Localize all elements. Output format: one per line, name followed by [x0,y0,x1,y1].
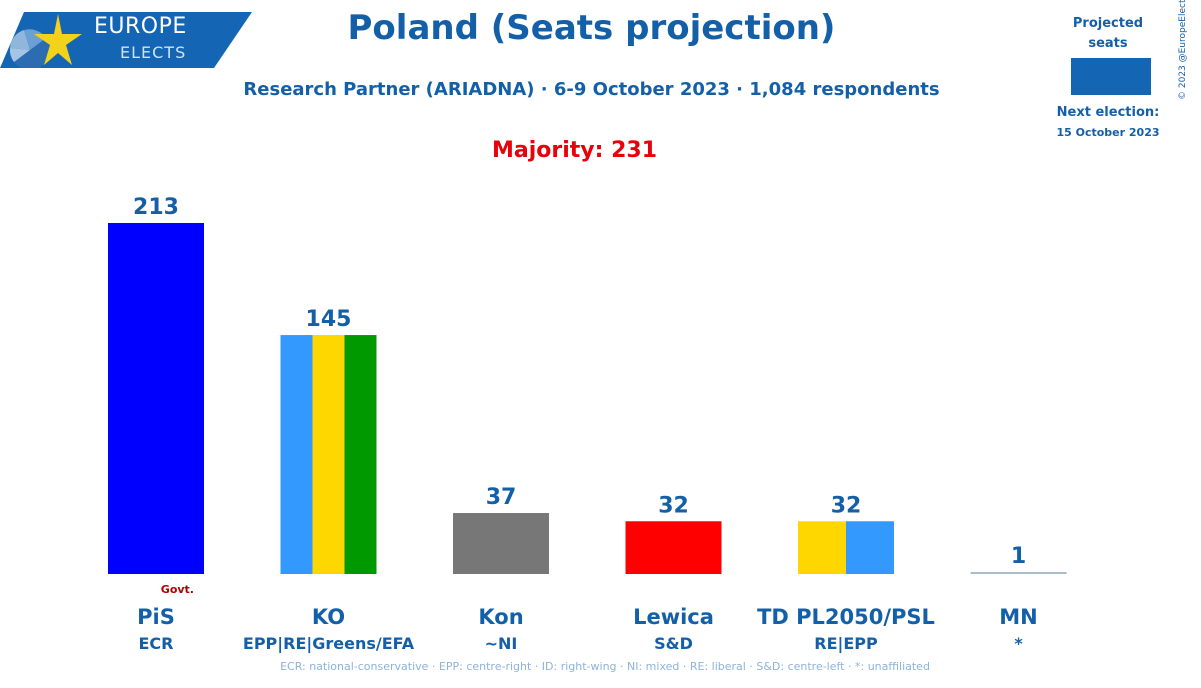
group-label-3: S&D [654,634,693,653]
europe-elects-logo [0,12,252,68]
chart-subtitle: Research Partner (ARIADNA) · 6-9 October… [243,79,940,100]
group-label-5: * [1014,634,1023,653]
govt-label-0: Govt. [161,583,194,596]
party-label-1: KO [312,605,345,629]
party-label-3: Lewica [633,605,714,629]
logo-text-europe: EUROPE [94,14,187,39]
bar-4-segment-0 [798,521,846,574]
bar-2-segment-0 [453,513,549,574]
value-label-3: 32 [658,493,689,518]
next-election-label: Next election: [1056,105,1160,120]
value-label-5: 1 [1011,544,1026,569]
party-label-4: TD PL2050/PSL [757,605,935,629]
legend-swatch [1071,58,1151,95]
bar-0-segment-0 [108,223,204,574]
party-label-5: MN [999,605,1037,629]
party-label-2: Kon [478,605,523,629]
group-label-0: ECR [139,634,174,653]
group-label-2: ~NI [485,634,518,653]
majority-label: Majority: 231 [491,138,658,163]
next-election-date: 15 October 2023 [1056,126,1160,139]
chart-title: Poland (Seats projection) [347,8,836,48]
bar-1-segment-1 [312,335,345,574]
bar-5-segment-0 [970,572,1067,574]
bar-1-segment-2 [344,335,377,574]
footer-glossary: ECR: national-conservative · EPP: centre… [280,660,930,673]
group-label-1: EPP|RE|Greens/EFA [243,634,415,654]
logo-text-elects: ELECTS [120,43,187,62]
party-label-0: PiS [137,605,175,629]
value-label-4: 32 [831,493,862,518]
bar-4-segment-1 [846,521,894,574]
legend-label: Projected seats [1072,16,1144,51]
value-label-1: 145 [306,307,352,332]
value-label-2: 37 [486,485,517,510]
bar-3-segment-0 [625,521,722,574]
group-label-4: RE|EPP [814,634,878,654]
value-label-0: 213 [133,195,179,220]
bar-1-segment-0 [280,335,313,574]
